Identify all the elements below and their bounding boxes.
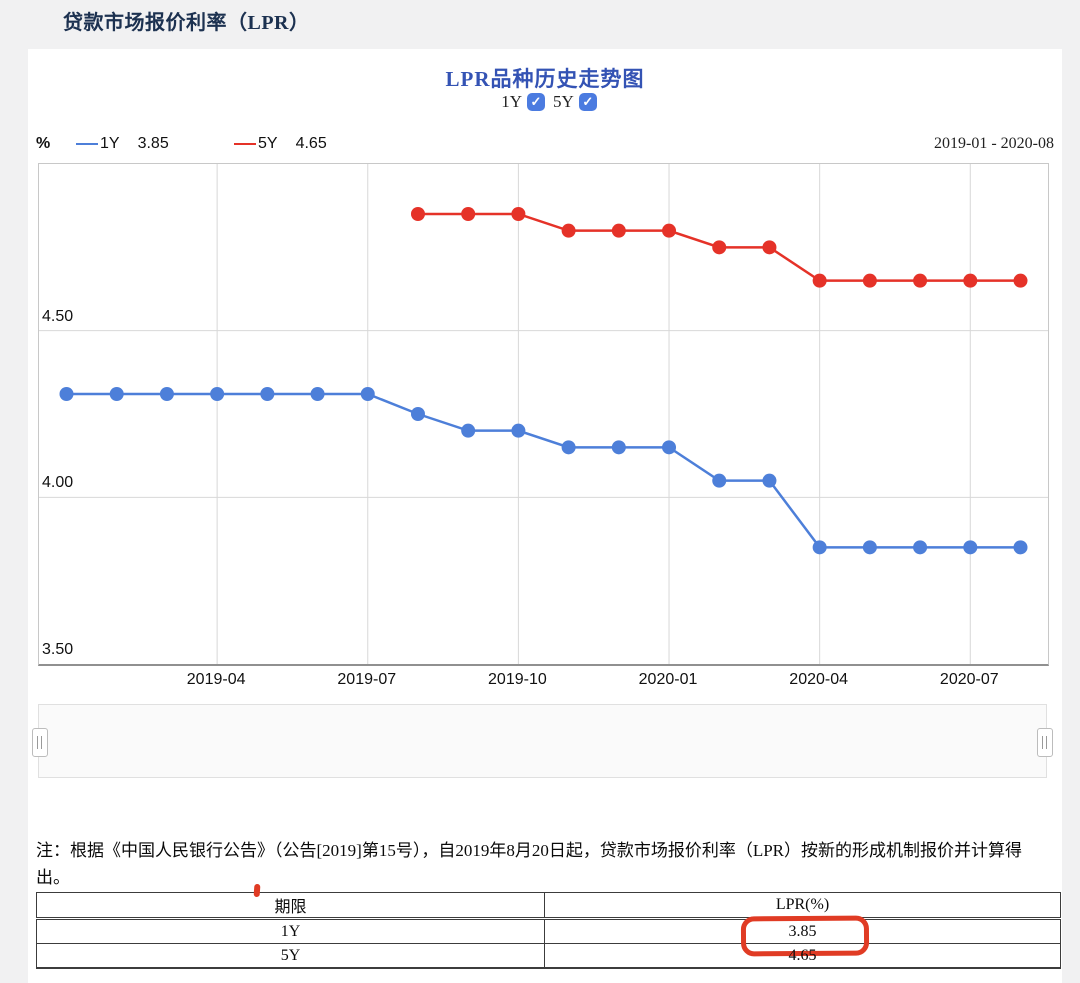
value-1y: 3.85 [788,922,817,940]
range-slider[interactable] [32,704,1053,778]
page-title: 贷款市场报价利率（LPR） [63,12,310,34]
table-header-term: 期限 [36,892,545,920]
x-axis-labels: 2019-04 2019-07 2019-10 2020-01 2020-04 2020-… [38,671,1047,693]
legend-line-1y-icon [76,142,98,145]
y-tick-label: 4.50 [42,307,74,325]
line-chart-plot: 4.50 4.00 3.50 [38,163,1049,666]
toggle-1y-checkbox[interactable]: ✓ [527,93,545,112]
cell-value-1y: 3.85 [544,915,1061,956]
table-row: 1Y 3.85 [36,915,1061,956]
legend-line-5y-icon [234,142,256,145]
slider-handle-left[interactable] [32,728,48,757]
date-range-label: 2019-01 - 2020-08 [934,135,1054,152]
legend: % 1Y 3.85 5Y 4.65 2019-01 - 2020-08 [36,135,1054,157]
x-tick-label: 2019-04 [186,671,246,688]
toggle-5y-label: 5Y [553,92,574,112]
x-tick-label: 2020-07 [939,671,999,688]
red-tick-annotation [253,883,261,898]
x-tick-label: 2019-10 [488,671,547,688]
note-text: 注：根据《中国人民银行公告》（公告[2019]第15号），自2019年8月20日… [36,841,1022,887]
cell-value-5y: 4.65 [544,943,1061,969]
cell-term-1y: 1Y [36,918,545,944]
legend-label-1y: 1Y [100,135,120,152]
toggle-5y-checkbox[interactable]: ✓ [578,93,597,112]
table-header-lpr: LPR(%) [544,892,1061,920]
x-tick-label: 2019-07 [337,671,397,688]
checkmark-icon: ✓ [530,94,542,110]
x-tick-label: 2020-04 [789,671,849,688]
y-tick-label: 4.00 [42,474,74,492]
y-tick-label: 3.50 [42,641,74,658]
legend-value-5y: 4.65 [295,135,327,152]
chart-card: LPR品种历史走势图 1Y ✓ 5Y ✓ % 1Y 3.85 5Y 4.65 2019-0… [28,49,1062,983]
legend-label-5y: 5Y [258,135,278,152]
slider-handle-right[interactable] [1037,728,1053,757]
legend-value-1y: 3.85 [137,135,169,152]
x-tick-label: 2020-01 [638,671,698,688]
legend-item-5y: 5Y 4.65 [234,135,327,153]
chart-title: LPR品种历史走势图 [445,67,645,91]
y-axis-unit-label: % [36,135,51,152]
table-header-row: 期限 LPR(%) [36,892,1061,920]
toggle-1y-label: 1Y [501,92,522,112]
table-row: 5Y 4.65 [36,943,1061,969]
series-toggles: 1Y ✓ 5Y ✓ [28,91,1062,112]
checkmark-icon: ✓ [582,94,594,110]
lpr-table: 期限 LPR(%) 1Y 3.85 5Y 4.65 [36,892,1061,969]
legend-item-1y: 1Y 3.85 [76,135,169,153]
cell-term-5y: 5Y [36,943,545,969]
